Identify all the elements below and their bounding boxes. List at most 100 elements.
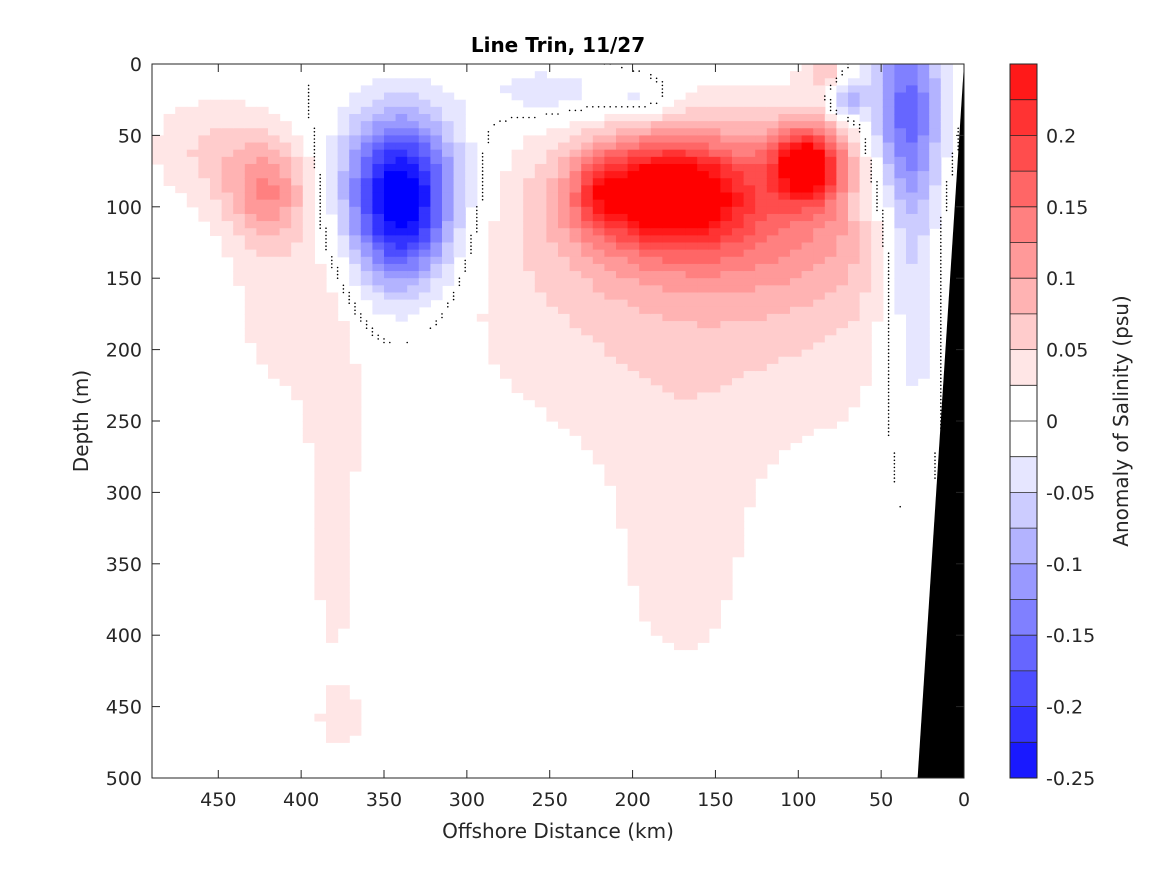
- contour-cell: [244, 163, 257, 172]
- zero-contour-point: [893, 455, 896, 458]
- contour-cell: [894, 242, 907, 251]
- contour-cell: [604, 128, 617, 136]
- zero-contour-point: [945, 195, 948, 197]
- zero-contour-point: [940, 377, 942, 380]
- zero-contour-point: [325, 241, 327, 244]
- contour-cell: [546, 206, 559, 215]
- contour-cell: [523, 213, 536, 222]
- contour-cell: [616, 463, 629, 472]
- contour-cell: [534, 392, 547, 401]
- contour-cell: [279, 363, 292, 372]
- contour-cell: [500, 342, 513, 351]
- contour-cell: [674, 549, 687, 558]
- contour-cell: [813, 385, 826, 394]
- contour-cell: [662, 221, 675, 229]
- contour-cell: [268, 156, 281, 165]
- contour-cell: [917, 192, 930, 201]
- contour-cell: [627, 413, 640, 422]
- contour-cell: [500, 242, 513, 251]
- contour-cell: [453, 121, 466, 129]
- contour-cell: [395, 199, 408, 208]
- contour-cell: [824, 313, 837, 322]
- contour-cell: [662, 199, 675, 208]
- contour-cell: [569, 392, 582, 401]
- contour-cell: [848, 92, 861, 101]
- contour-cell: [627, 213, 640, 222]
- zero-contour-point: [887, 398, 890, 401]
- contour-cell: [685, 463, 698, 472]
- contour-cell: [430, 271, 443, 279]
- contour-cell: [650, 135, 663, 144]
- contour-cell: [882, 178, 895, 186]
- contour-cell: [639, 342, 652, 351]
- contour-cell: [279, 121, 292, 129]
- contour-cell: [650, 599, 663, 608]
- contour-cell: [650, 442, 663, 451]
- contour-cell: [708, 392, 721, 401]
- contour-cell: [616, 149, 629, 158]
- zero-contour-point: [383, 338, 385, 340]
- contour-cell: [743, 470, 756, 479]
- contour-cell: [627, 506, 640, 515]
- contour-cell: [534, 99, 547, 108]
- zero-contour-point: [476, 220, 478, 222]
- contour-cell: [674, 620, 687, 629]
- contour-cell: [372, 221, 385, 229]
- contour-cell: [720, 235, 733, 244]
- colorbar-tick-label: 0.15: [1046, 197, 1088, 219]
- contour-cell: [581, 392, 594, 401]
- contour-cell: [233, 278, 246, 286]
- contour-cell: [569, 292, 582, 301]
- contour-cell: [256, 306, 269, 315]
- colorbar-swatch: [1010, 456, 1037, 493]
- zero-contour-point: [307, 88, 310, 90]
- contour-cell: [674, 185, 687, 194]
- contour-cell: [836, 213, 849, 222]
- contour-cell: [732, 185, 745, 194]
- contour-cell: [534, 285, 547, 294]
- contour-cell: [592, 263, 605, 272]
- contour-cell: [778, 442, 791, 451]
- contour-cell: [662, 463, 675, 472]
- contour-cell: [291, 199, 304, 208]
- contour-cell: [813, 163, 826, 172]
- contour-cell: [453, 142, 466, 151]
- contour-cell: [801, 321, 814, 329]
- contour-cell: [511, 185, 524, 194]
- contour-cell: [917, 121, 930, 129]
- zero-contour-point: [951, 166, 954, 169]
- contour-cell: [674, 449, 687, 458]
- contour-cell: [848, 292, 861, 301]
- contour-cell: [384, 228, 397, 236]
- contour-cell: [523, 192, 536, 201]
- contour-cell: [407, 185, 420, 194]
- contour-cell: [813, 371, 826, 379]
- contour-cell: [755, 199, 768, 208]
- contour-cell: [314, 549, 327, 558]
- zero-contour-point: [435, 320, 438, 322]
- contour-cell: [778, 385, 791, 394]
- contour-cell: [372, 156, 385, 165]
- contour-cell: [662, 570, 675, 579]
- colorbar-swatch: [1010, 278, 1037, 315]
- colorbar-title: Anomaly of Salinity (psu): [1109, 295, 1133, 546]
- contour-cell: [906, 149, 919, 158]
- contour-cell: [639, 249, 652, 258]
- contour-cell: [824, 235, 837, 244]
- contour-cell: [755, 356, 768, 365]
- contour-cell: [163, 128, 176, 136]
- contour-cell: [569, 263, 582, 272]
- contour-cell: [871, 228, 884, 236]
- contour-cell: [755, 242, 768, 251]
- zero-contour-point: [365, 327, 368, 330]
- zero-contour-point: [957, 145, 959, 147]
- contour-cell: [337, 413, 350, 422]
- contour-cell: [349, 199, 362, 208]
- contour-cell: [790, 335, 803, 344]
- contour-cell: [291, 313, 304, 322]
- contour-cell: [685, 599, 698, 608]
- contour-cell: [302, 306, 315, 315]
- contour-cell: [685, 235, 698, 244]
- contour-cell: [732, 149, 745, 158]
- contour-cell: [720, 106, 733, 115]
